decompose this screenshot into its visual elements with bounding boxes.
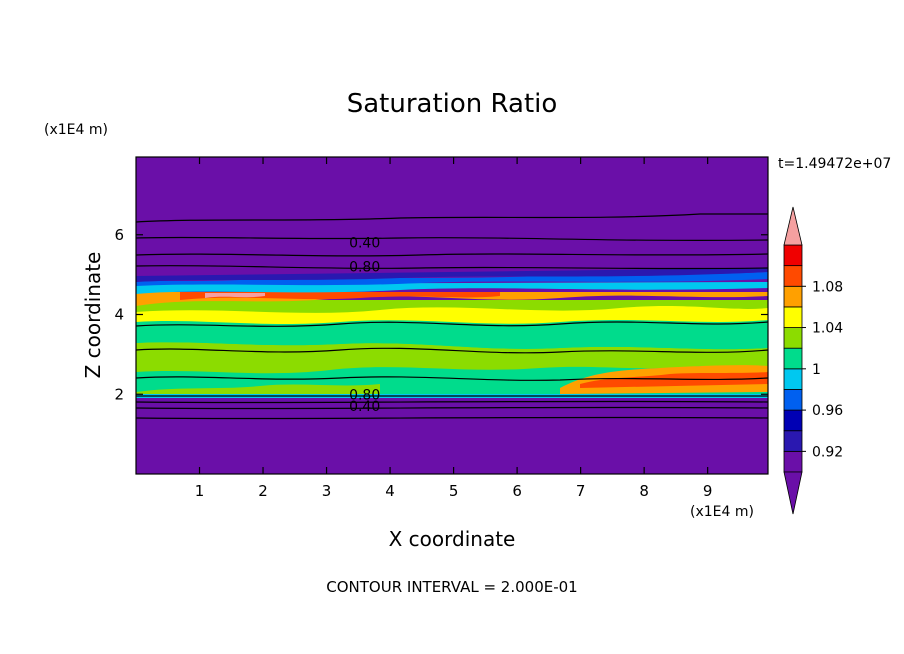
plot-area (136, 157, 768, 474)
y-axis-title: Z coordinate (81, 252, 105, 379)
colorbar-label: 1.04 (812, 321, 843, 337)
colorbar-label: 0.92 (812, 444, 843, 460)
y-tick-label: 6 (114, 226, 124, 244)
contour-label: 0.80 (349, 387, 380, 403)
contour-interval-note: CONTOUR INTERVAL = 2.000E-01 (326, 578, 577, 596)
colorbar-swatch (783, 368, 803, 390)
colorbar-swatch (783, 430, 803, 452)
contour-label: 0.40 (349, 399, 380, 415)
y-unit-label: (x1E4 m) (44, 122, 108, 138)
colorbar-swatch (783, 327, 803, 349)
x-axis-ticks: 1 2 3 4 5 6 7 8 9 (195, 157, 713, 500)
colorbar-swatch (783, 409, 803, 432)
x-tick-label: 4 (385, 482, 395, 500)
band-mid-cloud (136, 316, 768, 350)
colorbar-swatch (783, 265, 803, 287)
time-label: t=1.49472e+07 (778, 156, 891, 172)
band-pink (205, 293, 265, 298)
colorbar-over-triangle (783, 206, 803, 246)
x-axis-title: X coordinate (389, 527, 516, 551)
x-tick-label: 9 (703, 482, 713, 500)
colorbar-label: 1.08 (812, 279, 843, 295)
contour-lines (136, 213, 768, 420)
colorbar-swatch (783, 285, 803, 308)
patch-lower-green (136, 384, 380, 396)
colorbar-swatch (783, 244, 803, 267)
band-upper-green (136, 300, 768, 313)
plot-frame (135, 156, 769, 475)
chart-title: Saturation Ratio (347, 89, 558, 119)
band-lower-light (136, 342, 768, 374)
contour-label: 0.80 (349, 260, 380, 276)
colorbar-swatch (783, 450, 803, 473)
band-dark-blue (136, 268, 768, 282)
y-tick-label: 4 (114, 306, 124, 324)
x-tick-label: 5 (449, 482, 459, 500)
y-axis-ticks: 2 4 6 (114, 226, 768, 403)
colorbar-swatch (783, 347, 803, 370)
patch-lower-red (580, 372, 768, 388)
x-tick-label: 1 (195, 482, 205, 500)
x-tick-label: 6 (512, 482, 522, 500)
colorbar: 0.92 0.96 1 1.04 1.08 (783, 206, 843, 515)
x-unit-label: (x1E4 m) (690, 504, 754, 520)
colorbar-swatch (783, 306, 803, 328)
colorbar-swatch (783, 389, 803, 411)
contour-label: 0.40 (349, 236, 380, 252)
contour-labels: 0.400.800.800.40 (349, 236, 380, 415)
x-tick-label: 7 (576, 482, 586, 500)
x-tick-label: 2 (258, 482, 268, 500)
x-tick-label: 8 (639, 482, 649, 500)
colorbar-under-triangle (783, 471, 803, 515)
colorbar-label: 1 (812, 362, 821, 378)
y-tick-label: 2 (114, 385, 124, 403)
x-tick-label: 3 (322, 482, 332, 500)
colorbar-label: 0.96 (812, 403, 843, 419)
